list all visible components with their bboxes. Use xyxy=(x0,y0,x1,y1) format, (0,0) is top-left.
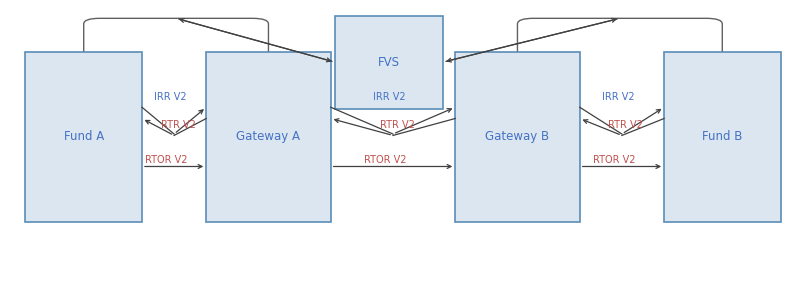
FancyBboxPatch shape xyxy=(206,52,330,221)
FancyBboxPatch shape xyxy=(334,15,443,109)
Text: IRR V2: IRR V2 xyxy=(372,91,405,101)
Text: Gateway A: Gateway A xyxy=(236,130,301,143)
Text: RTR V2: RTR V2 xyxy=(160,120,196,130)
Text: RTOR V2: RTOR V2 xyxy=(145,155,187,165)
FancyBboxPatch shape xyxy=(26,52,142,221)
FancyBboxPatch shape xyxy=(664,52,780,221)
Text: FVS: FVS xyxy=(378,56,400,69)
Text: IRR V2: IRR V2 xyxy=(601,91,634,101)
Text: RTR V2: RTR V2 xyxy=(380,120,414,130)
Text: RTOR V2: RTOR V2 xyxy=(592,155,635,165)
Text: Fund B: Fund B xyxy=(702,130,742,143)
Text: RTR V2: RTR V2 xyxy=(609,120,643,130)
Text: Gateway B: Gateway B xyxy=(485,130,550,143)
FancyBboxPatch shape xyxy=(455,52,580,221)
Text: IRR V2: IRR V2 xyxy=(154,91,186,101)
Text: RTOR V2: RTOR V2 xyxy=(364,155,406,165)
Text: Fund A: Fund A xyxy=(64,130,104,143)
